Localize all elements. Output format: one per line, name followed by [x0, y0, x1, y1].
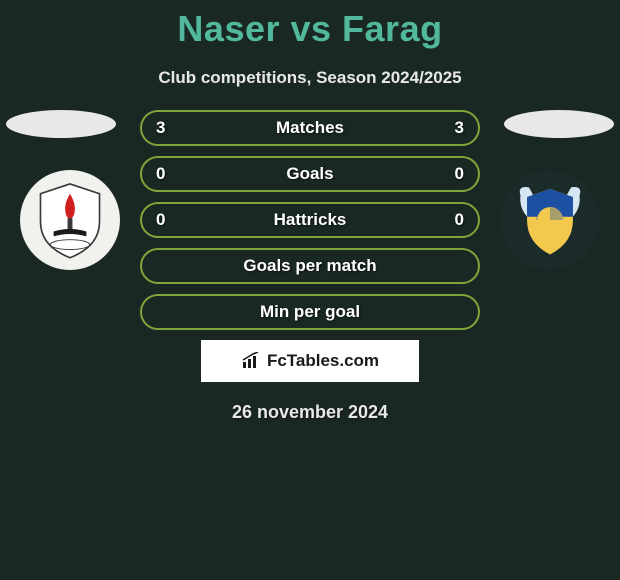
- stat-label: Goals: [286, 164, 333, 184]
- stat-right-value: 3: [446, 118, 464, 138]
- comparison-area: 3 Matches 3 0 Goals 0 0 Hattricks 0 Goal…: [0, 110, 620, 423]
- stat-row: 0 Hattricks 0: [140, 202, 480, 238]
- stat-label: Min per goal: [260, 302, 360, 322]
- subtitle: Club competitions, Season 2024/2025: [0, 68, 620, 88]
- stat-rows: 3 Matches 3 0 Goals 0 0 Hattricks 0 Goal…: [140, 110, 480, 330]
- page-title: Naser vs Farag: [0, 0, 620, 50]
- stat-label: Goals per match: [243, 256, 376, 276]
- brand-chart-icon: [241, 352, 263, 370]
- stat-label: Hattricks: [274, 210, 347, 230]
- stat-row: 3 Matches 3: [140, 110, 480, 146]
- brand-box: FcTables.com: [201, 340, 419, 382]
- club-crest-right: [500, 170, 600, 270]
- stat-row: Min per goal: [140, 294, 480, 330]
- stat-row: Goals per match: [140, 248, 480, 284]
- brand-text: FcTables.com: [267, 351, 379, 371]
- stat-left-value: 0: [156, 164, 174, 184]
- player-avatar-right: [504, 110, 614, 138]
- club-crest-left: [20, 170, 120, 270]
- player-avatar-left: [6, 110, 116, 138]
- stat-row: 0 Goals 0: [140, 156, 480, 192]
- stat-right-value: 0: [446, 210, 464, 230]
- stat-right-value: 0: [446, 164, 464, 184]
- stat-label: Matches: [276, 118, 344, 138]
- stat-left-value: 0: [156, 210, 174, 230]
- stat-left-value: 3: [156, 118, 174, 138]
- date-text: 26 november 2024: [0, 402, 620, 423]
